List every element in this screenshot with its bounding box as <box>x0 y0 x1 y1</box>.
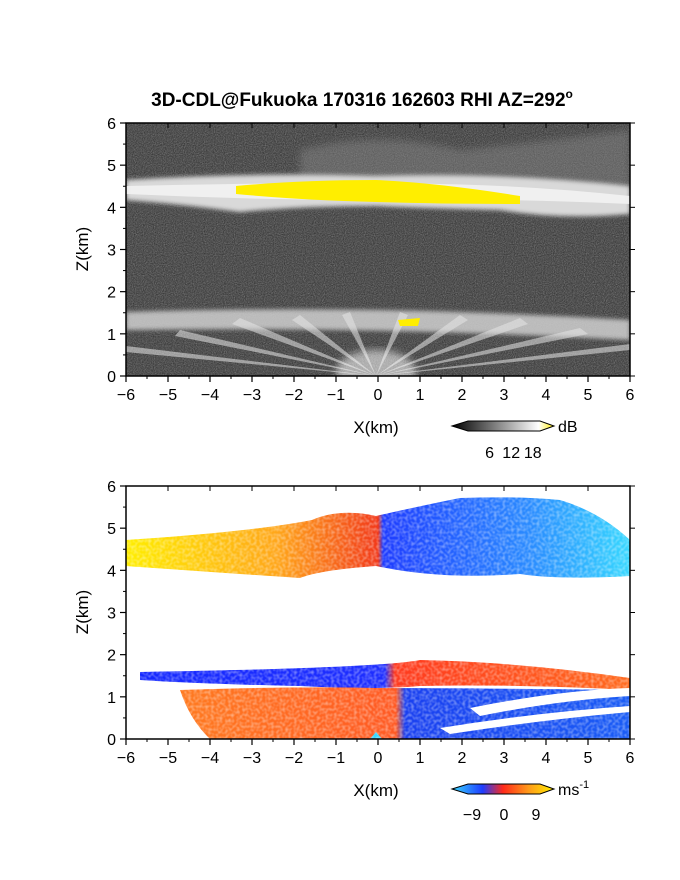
velocity-x-ticks: −6 −5 −4 −3 −2 −1 0 1 2 3 4 5 6 <box>117 486 635 767</box>
reflectivity-core <box>236 180 520 204</box>
velocity-y-tick-label: 6 <box>107 479 116 496</box>
reflectivity-y-tick-label: 4 <box>107 200 116 217</box>
velocity-x-tick-label: −2 <box>285 750 303 767</box>
velocity-y-tick-label: 1 <box>107 690 116 707</box>
reflectivity-x-tick-label: −2 <box>285 387 303 404</box>
velocity-y-tick-label: 5 <box>107 521 116 538</box>
velocity-colorbar-tick-label: 9 <box>532 807 541 824</box>
reflectivity-y-tick-label: 2 <box>107 285 116 302</box>
velocity-colorbar-tick-label: 0 <box>500 807 509 824</box>
velocity-y-tick-label: 3 <box>107 606 116 623</box>
reflectivity-colorbar-tick-label: 6 <box>485 445 494 462</box>
velocity-y-tick-label: 2 <box>107 648 116 665</box>
reflectivity-colorbar: 6 12 18 dB <box>450 419 578 462</box>
velocity-heatmap <box>126 486 630 739</box>
velocity-x-tick-label: 4 <box>542 750 551 767</box>
velocity-colorbar-unit: ms-1 <box>558 779 589 799</box>
reflectivity-x-tick-label: 4 <box>542 387 551 404</box>
velocity-x-tick-label: 3 <box>500 750 509 767</box>
velocity-xlabel: X(km) <box>353 781 398 800</box>
reflectivity-x-tick-label: 1 <box>416 387 425 404</box>
reflectivity-colorbar-tick-label: 18 <box>524 445 542 462</box>
velocity-x-tick-label: 2 <box>458 750 467 767</box>
velocity-colorbar: −9 0 9 ms-1 <box>450 779 589 824</box>
reflectivity-xlabel: X(km) <box>353 418 398 437</box>
reflectivity-x-tick-label: −4 <box>201 387 219 404</box>
reflectivity-y-tick-label: 0 <box>107 369 116 386</box>
velocity-x-tick-label: 6 <box>626 750 635 767</box>
velocity-colorbar-tick-label: −9 <box>463 807 481 824</box>
reflectivity-y-tick-label: 6 <box>107 116 116 133</box>
velocity-y-ticks: 0 1 2 3 4 5 6 <box>107 479 635 749</box>
reflectivity-ylabel: Z(km) <box>73 227 92 271</box>
reflectivity-colorbar-unit: dB <box>558 419 578 436</box>
reflectivity-y-tick-label: 1 <box>107 327 116 344</box>
reflectivity-y-tick-label: 5 <box>107 158 116 175</box>
reflectivity-x-ticks: −6 −5 −4 −3 −2 −1 0 1 2 3 4 5 6 <box>117 123 635 404</box>
reflectivity-x-tick-label: 2 <box>458 387 467 404</box>
velocity-x-tick-label: −6 <box>117 750 135 767</box>
reflectivity-x-tick-label: 3 <box>500 387 509 404</box>
velocity-x-tick-label: −4 <box>201 750 219 767</box>
velocity-ylabel: Z(km) <box>73 590 92 634</box>
reflectivity-x-tick-label: 0 <box>374 387 383 404</box>
velocity-x-tick-label: −5 <box>159 750 177 767</box>
reflectivity-x-tick-label: −6 <box>117 387 135 404</box>
reflectivity-colorbar-tick-label: 12 <box>502 445 520 462</box>
reflectivity-x-tick-label: −1 <box>327 387 345 404</box>
reflectivity-x-tick-label: 6 <box>626 387 635 404</box>
reflectivity-x-tick-label: −5 <box>159 387 177 404</box>
velocity-x-tick-label: 1 <box>416 750 425 767</box>
velocity-y-tick-label: 4 <box>107 563 116 580</box>
reflectivity-x-tick-label: 5 <box>584 387 593 404</box>
velocity-x-tick-label: −1 <box>327 750 345 767</box>
velocity-x-tick-label: −3 <box>243 750 261 767</box>
reflectivity-y-tick-label: 3 <box>107 243 116 260</box>
reflectivity-x-tick-label: −3 <box>243 387 261 404</box>
velocity-y-tick-label: 0 <box>107 732 116 749</box>
reflectivity-y-ticks: 0 1 2 3 4 5 6 <box>107 116 635 386</box>
reflectivity-heatmap <box>126 123 630 376</box>
figure-title: 3D-CDL@Fukuoka 170316 162603 RHI AZ=292o <box>151 87 573 111</box>
velocity-x-tick-label: 0 <box>374 750 383 767</box>
velocity-x-tick-label: 5 <box>584 750 593 767</box>
